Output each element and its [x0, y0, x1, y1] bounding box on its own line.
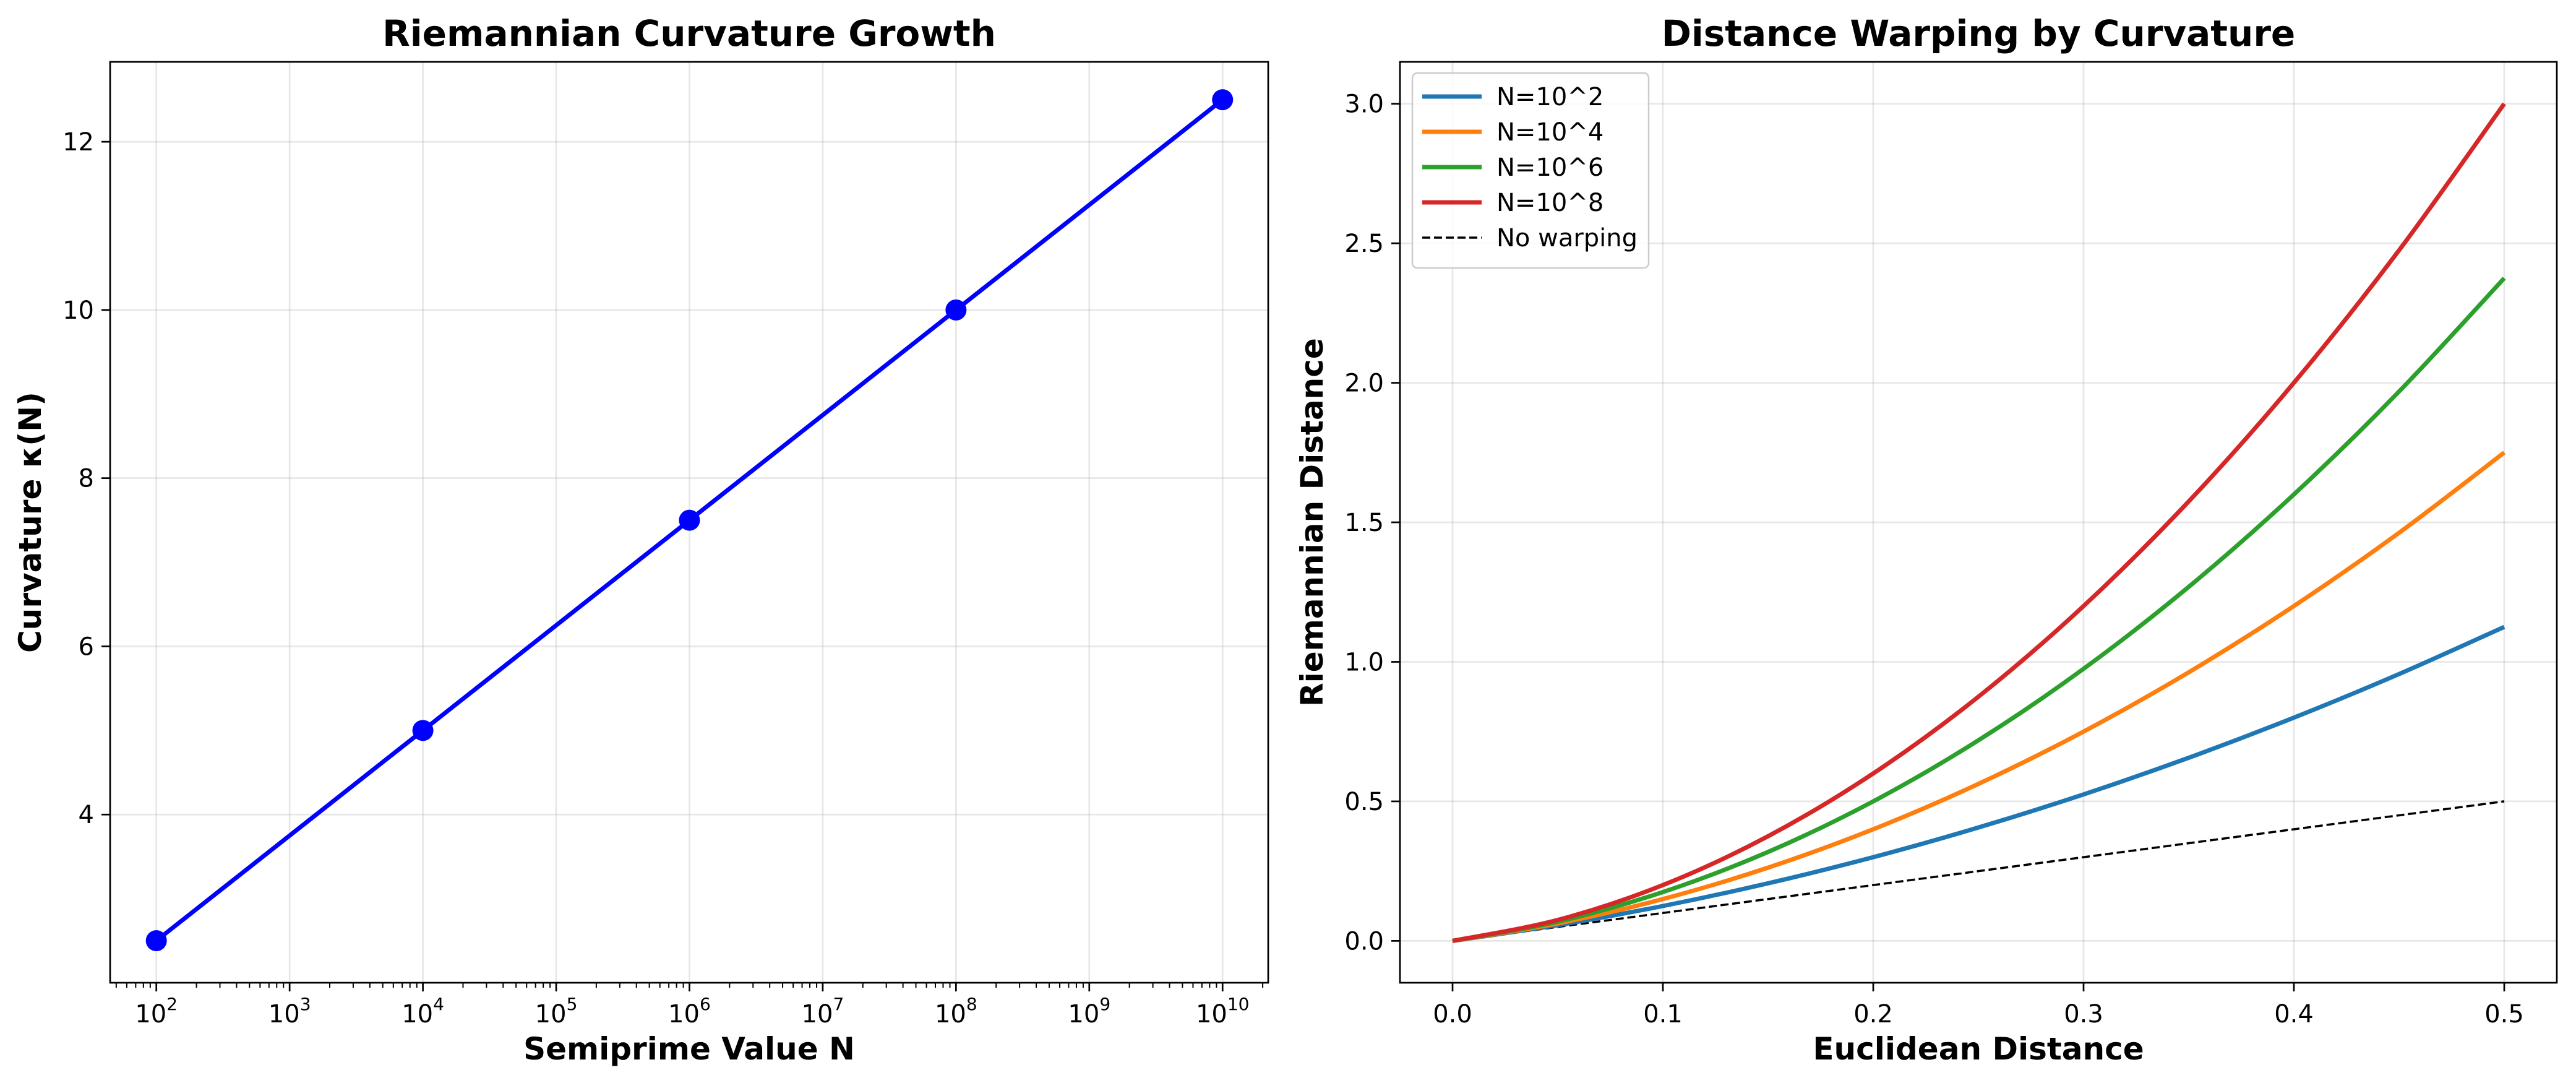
curvature-x-tick-label: 108	[935, 994, 977, 1029]
warping-legend-label: No warping	[1496, 224, 1638, 252]
curvature-data-point	[145, 930, 167, 952]
warping-y-tick-label: 3.0	[1344, 90, 1384, 119]
curvature-chart: 102 103 104 105 106 107 108 109 1010 4 6 8 10 12 Riem…	[12, 12, 1269, 1067]
curvature-data-point	[945, 299, 967, 321]
warping-legend-label: N=10^8	[1496, 189, 1604, 217]
curvature-y-tick-label: 10	[62, 296, 94, 325]
curvature-x-tick-label: 104	[401, 994, 444, 1029]
warping-legend-label: N=10^4	[1496, 118, 1604, 147]
curvature-y-tick-label: 12	[62, 128, 94, 157]
warping-legend-box	[1411, 72, 1650, 269]
warping-series-line	[1452, 102, 2506, 943]
curvature-data-point	[1212, 89, 1234, 111]
curvature-x-tick-label: 105	[535, 994, 578, 1029]
curvature-y-tick-label: 6	[79, 632, 94, 661]
curvature-chart-title: Riemannian Curvature Growth	[382, 12, 996, 54]
warping-x-tick-label: 0.4	[2274, 1000, 2314, 1029]
warping-x-axis-label: Euclidean Distance	[1813, 1031, 2144, 1067]
warping-y-tick-label: 0.5	[1344, 788, 1384, 816]
distance-warping-chart: 0.0 0.1 0.2 0.3 0.4 0.50.00.51.01.52.02.53.0 …	[1294, 12, 2558, 1067]
warping-y-axis-label: Riemannian Distance	[1294, 338, 1330, 707]
warping-chart-title: Distance Warping by Curvature	[1662, 12, 2296, 54]
warping-x-tick-label: 0.3	[2064, 1000, 2103, 1029]
curvature-x-tick-label: 107	[802, 994, 844, 1029]
warping-series-line	[1452, 624, 2505, 943]
curvature-series	[145, 89, 1234, 952]
warping-legend-label: N=10^2	[1496, 83, 1604, 111]
warping-y-tick-label: 2.5	[1344, 230, 1384, 258]
curvature-x-axis-label: Semiprime Value N	[523, 1031, 855, 1067]
warping-x-tick-label: 0.5	[2484, 1000, 2524, 1029]
warping-series-line	[1452, 800, 2505, 943]
curvature-data-point	[412, 720, 434, 741]
warping-series-line	[1452, 451, 2506, 943]
warping-x-tick-label: 0.0	[1433, 1000, 1472, 1029]
curvature-x-tick-label: 1010	[1196, 994, 1250, 1029]
warping-ticks: 0.0 0.1 0.2 0.3 0.4 0.5 0.0 0.5 1.0 1.5 2.0 2.5 3.0	[1344, 90, 2523, 1029]
warping-legend: N=10^2 N=10^4 N=10^6 N=10^8 No warping	[1411, 72, 1650, 269]
curvature-y-tick-label: 4	[79, 801, 94, 829]
curvature-y-axis-label: Curvature κ(N)	[12, 392, 48, 653]
warping-series	[1452, 102, 2506, 943]
warping-legend-label: N=10^6	[1496, 153, 1604, 182]
warping-y-tick-label: 1.0	[1344, 648, 1384, 676]
warping-x-tick-label: 0.1	[1643, 1000, 1683, 1029]
warping-series-line	[1452, 277, 2506, 943]
warping-grid	[1400, 62, 2557, 983]
curvature-data-point	[679, 509, 700, 531]
warping-x-tick-label: 0.2	[1853, 1000, 1893, 1029]
curvature-x-tick-label: 102	[135, 994, 178, 1029]
curvature-ticks: 102 103 104 105 106 107 108 109 1010 4 6 8 10 12	[62, 128, 1264, 1029]
warping-y-tick-label: 0.0	[1344, 927, 1384, 956]
warping-y-tick-label: 2.0	[1344, 369, 1384, 398]
curvature-x-tick-label: 109	[1068, 994, 1110, 1029]
curvature-y-tick-label: 8	[79, 465, 94, 493]
curvature-x-tick-label: 103	[268, 994, 311, 1029]
curvature-x-tick-label: 106	[668, 994, 711, 1029]
warping-y-tick-label: 1.5	[1344, 509, 1384, 537]
